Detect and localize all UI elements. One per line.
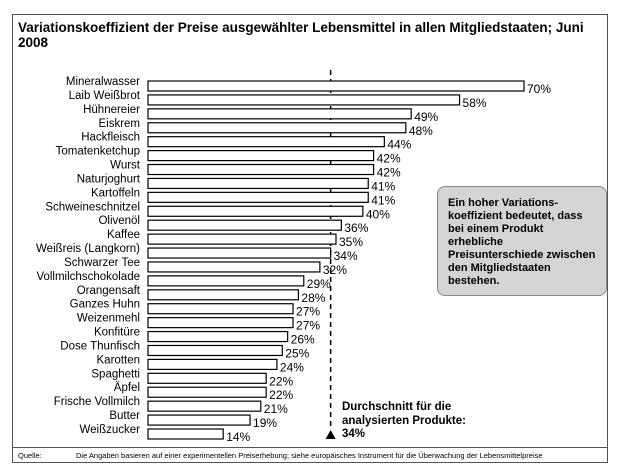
value-label: 44% [387, 138, 411, 152]
category-label: Eiskrem [98, 118, 140, 130]
category-label: Weizenmehl [77, 313, 140, 325]
category-label: Spaghetti [91, 368, 140, 380]
bar [147, 150, 375, 162]
bar [147, 233, 337, 245]
value-label: 34% [334, 249, 358, 263]
value-label: 42% [377, 152, 401, 166]
value-label: 25% [285, 346, 309, 360]
value-label: 58% [463, 96, 487, 110]
value-label: 49% [414, 110, 438, 124]
value-label: 24% [280, 360, 304, 374]
category-label: Laib Weißbrot [69, 90, 141, 102]
bar [147, 163, 375, 176]
bar [147, 261, 321, 273]
category-label: Mineralwasser [66, 76, 140, 88]
value-label: 22% [269, 388, 293, 402]
value-label: 42% [377, 166, 401, 180]
bar [147, 372, 267, 384]
category-label: Orangensaft [77, 285, 141, 297]
category-label: Hühnereier [83, 104, 140, 116]
value-label: 41% [371, 193, 395, 207]
category-label: Olivenöl [98, 215, 140, 227]
chart-frame [12, 14, 608, 463]
value-label: 40% [366, 207, 390, 221]
value-label: 29% [307, 277, 331, 291]
value-label: 21% [264, 402, 288, 416]
bar [147, 122, 407, 134]
footer-divider [12, 447, 608, 448]
bar [147, 247, 332, 259]
bar [147, 219, 342, 231]
category-label: Konfitüre [94, 327, 140, 339]
value-label: 19% [253, 416, 277, 430]
category-label: Dose Thunfisch [60, 340, 140, 352]
bar [147, 428, 224, 440]
bar [147, 289, 299, 301]
category-label: Kartoffeln [91, 187, 140, 199]
value-label: 27% [296, 319, 320, 333]
bar [147, 303, 294, 315]
value-label: 36% [344, 221, 368, 235]
value-label: 26% [291, 333, 315, 347]
bar [147, 108, 412, 120]
category-label: Karotten [97, 354, 140, 366]
value-label: 35% [339, 235, 363, 249]
bar [147, 205, 364, 217]
bar [147, 344, 283, 357]
average-label: Durchschnitt für die analysierten Produk… [342, 401, 466, 440]
annotation-note: Ein hoher Variations-koeffizient bedeute… [437, 186, 607, 296]
source-text: Die Angaben basieren auf einer experimen… [76, 451, 543, 460]
value-label: 48% [409, 124, 433, 138]
category-label: Vollmilchschokolade [36, 271, 140, 283]
bar [147, 136, 385, 148]
chart-title: Variationskoeffizient der Preise ausgewä… [18, 20, 584, 50]
bar [147, 177, 369, 190]
value-label: 41% [371, 179, 395, 193]
bar [147, 317, 294, 329]
category-label: Butter [109, 410, 140, 422]
category-label: Hackfleisch [81, 132, 140, 144]
average-arrow-icon [325, 430, 336, 439]
bar [147, 330, 289, 343]
value-label: 32% [323, 263, 347, 277]
category-label: Naturjoghurt [77, 173, 141, 185]
bar [147, 386, 267, 398]
value-label: 28% [301, 291, 325, 305]
category-label: Wurst [110, 160, 141, 172]
value-label: 70% [527, 82, 551, 96]
category-label: Kaffee [107, 229, 140, 241]
bar [147, 414, 251, 426]
value-label: 22% [269, 374, 293, 388]
bar [147, 191, 369, 203]
bar [147, 80, 525, 92]
category-label: Schwarzer Tee [64, 257, 140, 269]
category-label: Weißzucker [80, 424, 141, 436]
source-label: Quelle: [18, 451, 42, 460]
category-label: Ganzes Huhn [70, 299, 140, 311]
value-label: 27% [296, 305, 320, 319]
value-label: 14% [226, 430, 250, 444]
category-label: Frische Vollmilch [54, 396, 140, 408]
category-label: Schweineschnitzel [45, 201, 140, 213]
bar [147, 358, 278, 370]
category-label: Tomatenketchup [56, 146, 140, 158]
bar [147, 94, 461, 106]
category-label: Äpfel [114, 382, 140, 394]
bar [147, 400, 262, 412]
category-label: Weißreis (Langkorn) [36, 243, 140, 255]
bar [147, 275, 305, 287]
